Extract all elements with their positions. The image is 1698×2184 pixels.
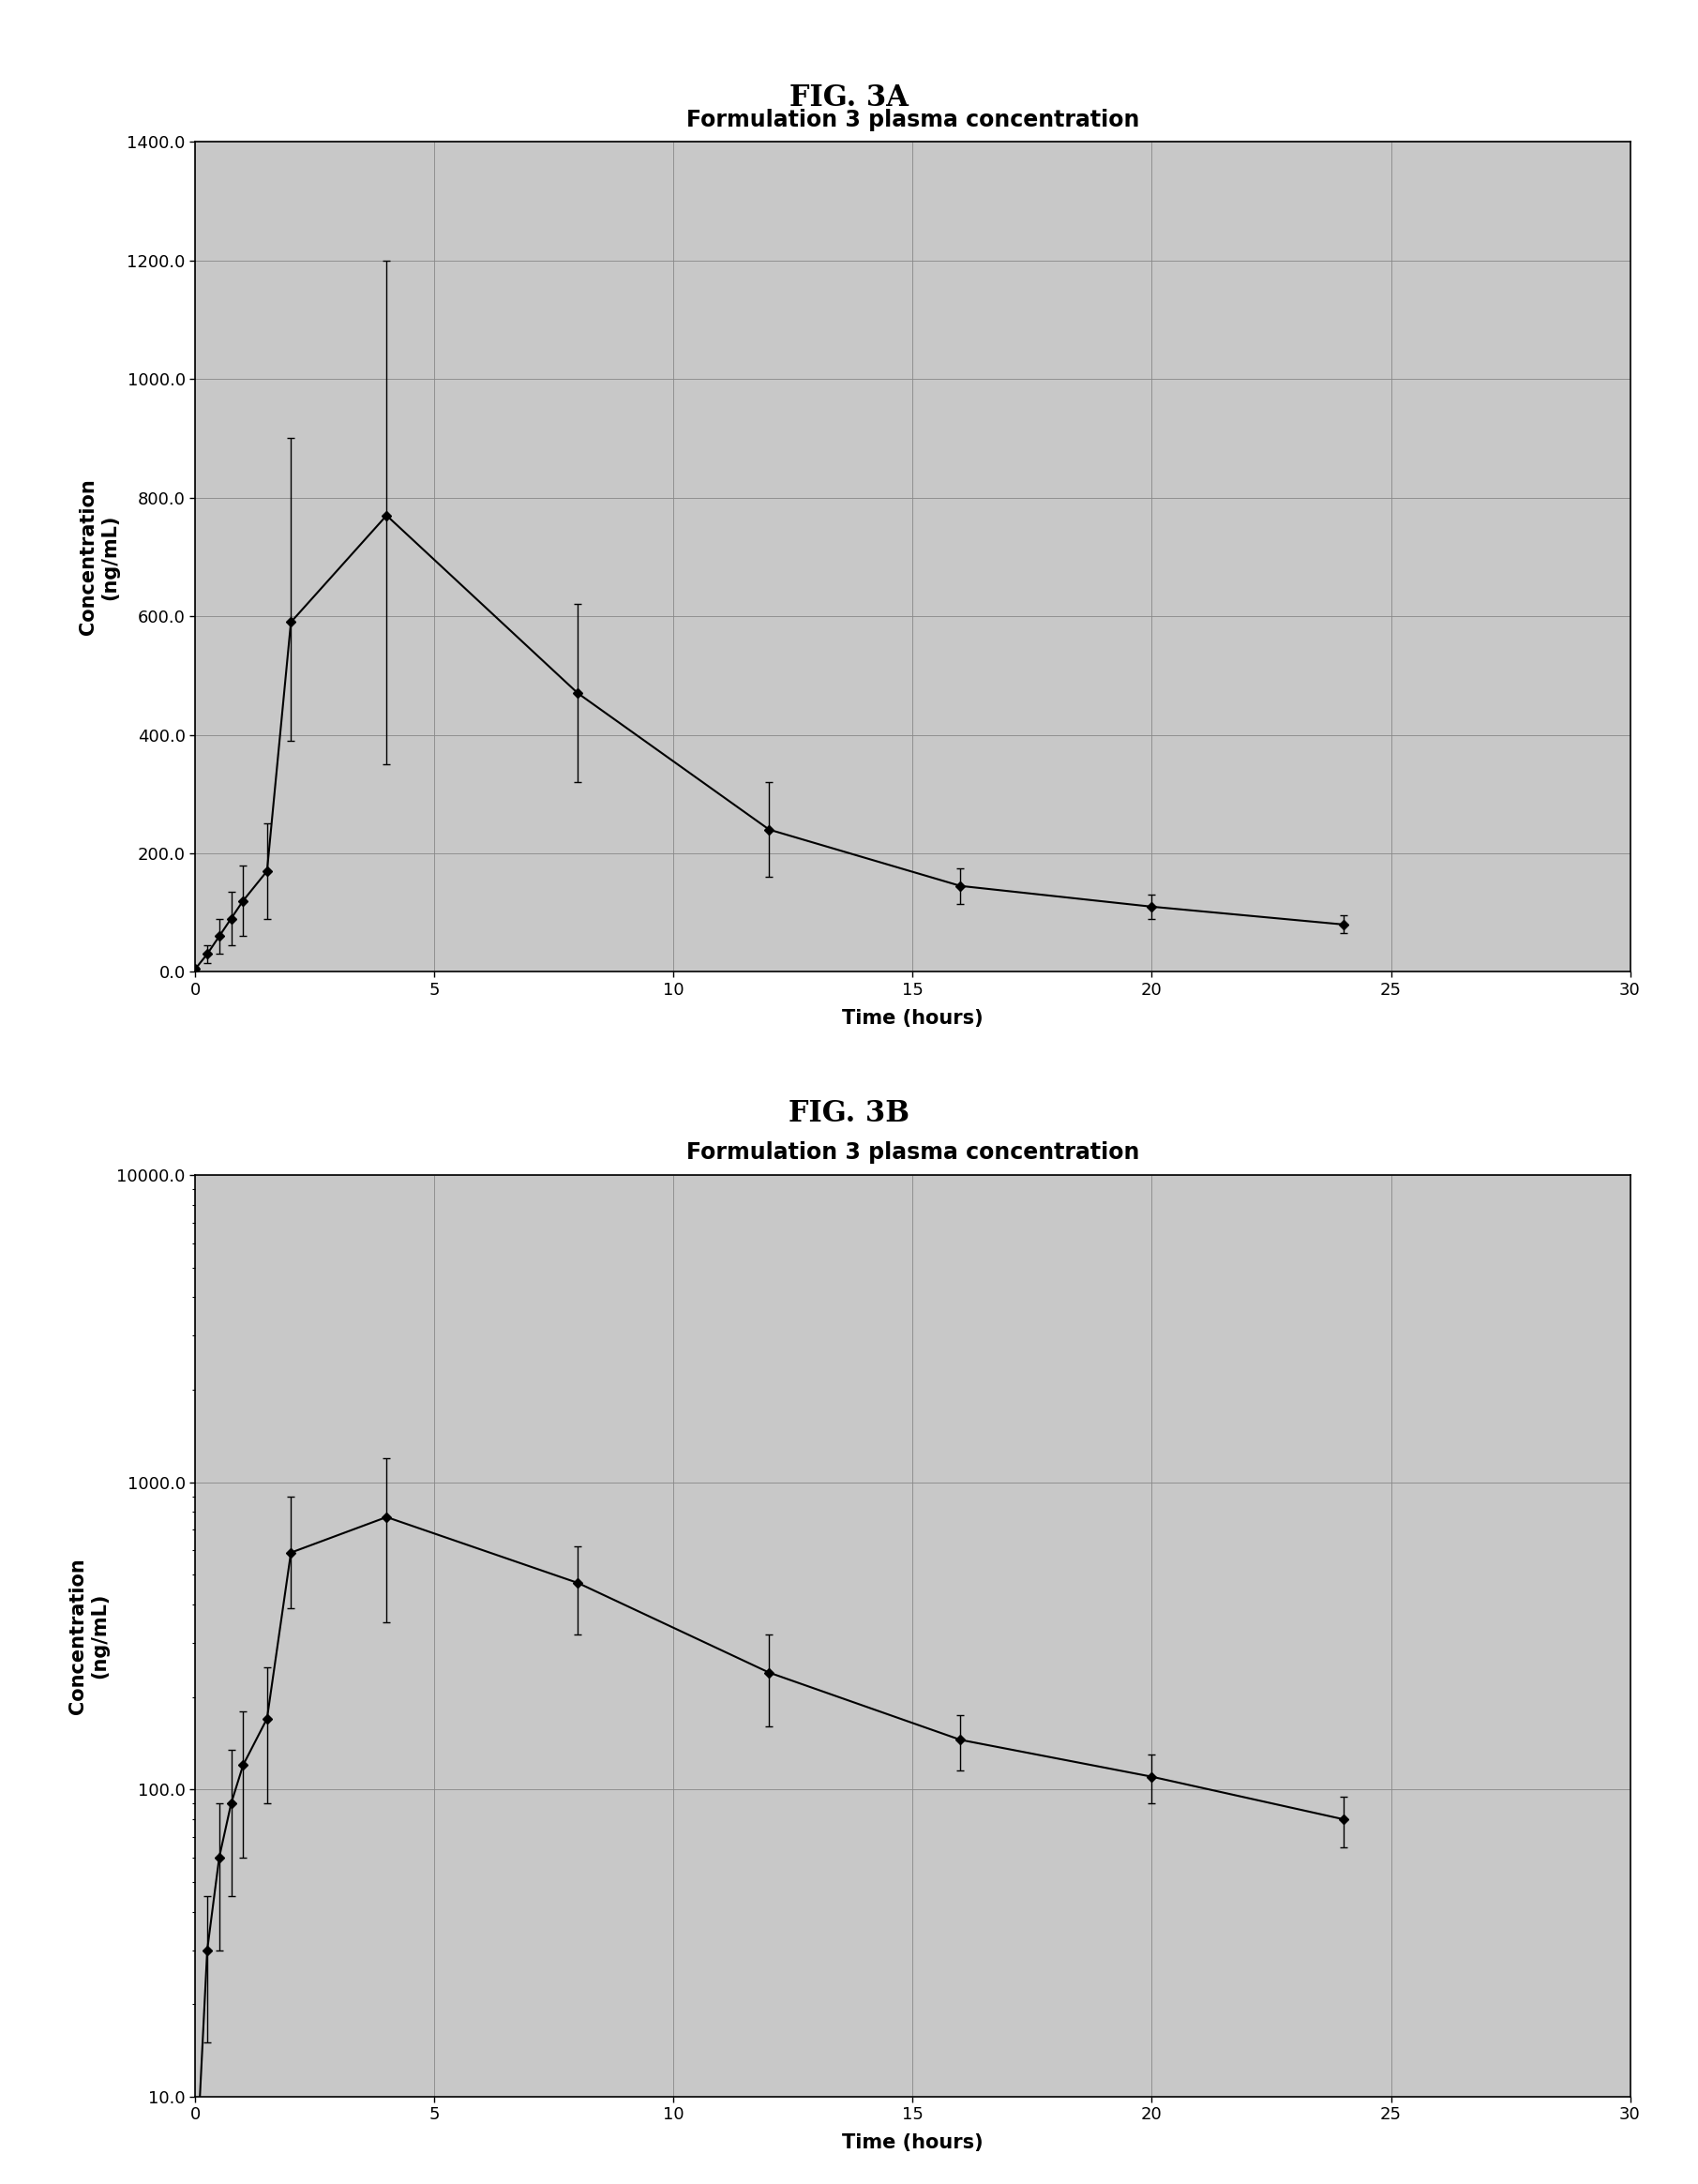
X-axis label: Time (hours): Time (hours) [842,2134,983,2153]
Text: FIG. 3A: FIG. 3A [790,83,908,114]
Title: Formulation 3 plasma concentration: Formulation 3 plasma concentration [686,1142,1139,1164]
Y-axis label: Concentration
(ng/mL): Concentration (ng/mL) [68,1557,109,1714]
Title: Formulation 3 plasma concentration: Formulation 3 plasma concentration [686,109,1139,131]
X-axis label: Time (hours): Time (hours) [842,1009,983,1029]
Y-axis label: Concentration
(ng/mL): Concentration (ng/mL) [78,478,119,636]
Text: FIG. 3B: FIG. 3B [788,1099,910,1129]
